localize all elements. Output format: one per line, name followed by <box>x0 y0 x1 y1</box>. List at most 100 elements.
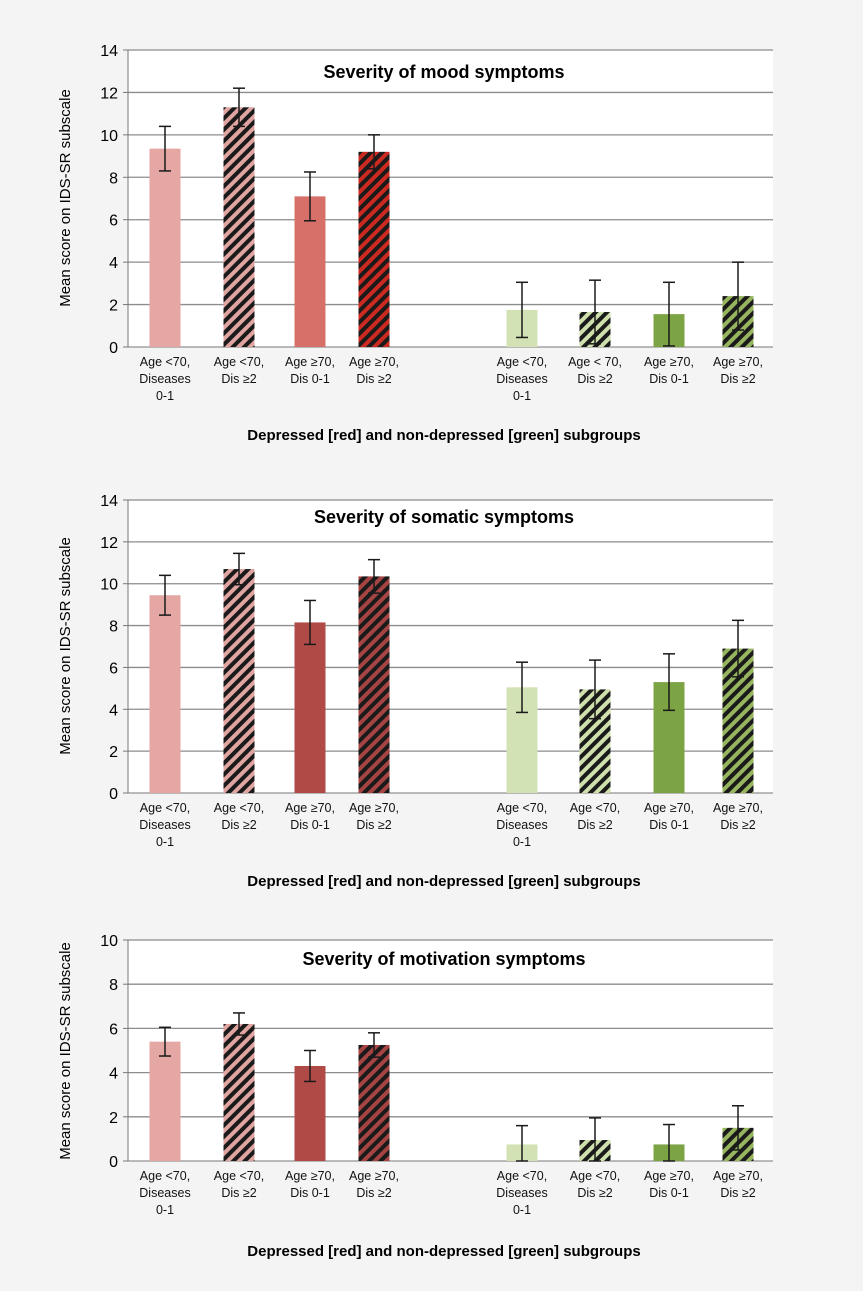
x-tick-label: Age <70, Diseases 0-1 <box>496 801 547 849</box>
y-tick-label: 4 <box>109 702 118 719</box>
x-tick-label-line: Dis 0-1 <box>649 1186 689 1200</box>
x-tick-label-line: Dis 0-1 <box>290 1186 330 1200</box>
x-tick-label-line: Diseases <box>496 372 547 386</box>
x-tick-label-line: Age ≥70, <box>713 801 763 815</box>
x-tick-label: Age <70, Diseases 0-1 <box>139 801 190 849</box>
x-tick-label-line: Dis ≥2 <box>356 372 391 386</box>
bar <box>294 622 326 793</box>
x-tick-label: Age ≥70, Dis ≥2 <box>349 801 399 832</box>
x-tick-label-line: Dis ≥2 <box>577 1186 612 1200</box>
x-tick-label-line: 0-1 <box>156 389 174 403</box>
bar <box>358 151 390 347</box>
bar <box>358 576 390 793</box>
y-tick-label: 6 <box>109 1021 118 1038</box>
x-tick-label-line: Age <70, <box>214 801 264 815</box>
y-tick-label: 8 <box>109 170 118 187</box>
y-tick-label: 0 <box>109 786 118 803</box>
y-tick-label: 2 <box>109 1110 118 1127</box>
x-tick-label-line: Age ≥70, <box>349 801 399 815</box>
x-tick-label: Age <70, Dis ≥2 <box>214 1169 264 1200</box>
x-tick-label-line: 0-1 <box>513 389 531 403</box>
x-tick-label-line: Age ≥70, <box>285 1169 335 1183</box>
x-tick-label-line: Age ≥70, <box>349 355 399 369</box>
x-tick-label-line: Age ≥70, <box>713 1169 763 1183</box>
bar <box>149 595 181 793</box>
x-tick-label-line: Age ≥70, <box>349 1169 399 1183</box>
chart-title: Severity of motivation symptoms <box>302 949 585 969</box>
x-tick-label-line: Age < 70, <box>568 355 622 369</box>
x-tick-label-line: Age <70, <box>214 1169 264 1183</box>
x-tick-label-line: Dis 0-1 <box>649 818 689 832</box>
x-tick-label-line: 0-1 <box>156 835 174 849</box>
chart-title: Severity of somatic symptoms <box>314 507 574 527</box>
x-tick-label-line: Dis ≥2 <box>577 372 612 386</box>
y-tick-label: 8 <box>109 977 118 994</box>
motivation-symptoms-chart: 0 2 4 6 8 10 Age <70, Diseases 0-1 Age <70, Dis ≥2… <box>57 933 773 1260</box>
y-tick-label: 4 <box>109 1066 118 1083</box>
y-tick-label: 6 <box>109 660 118 677</box>
bar <box>223 569 255 793</box>
y-tick-label: 10 <box>100 933 118 950</box>
x-tick-label-line: Diseases <box>496 818 547 832</box>
x-tick-label: Age ≥70, Dis 0-1 <box>644 801 694 832</box>
x-tick-label: Age ≥70, Dis ≥2 <box>713 1169 763 1200</box>
x-tick-label-line: Dis ≥2 <box>356 1186 391 1200</box>
x-tick-label: Age ≥70, Dis 0-1 <box>644 1169 694 1200</box>
x-axis-label: Depressed [red] and non-depressed [green… <box>247 1243 640 1260</box>
bar <box>223 107 255 348</box>
x-tick-label-line: Age <70, <box>570 1169 620 1183</box>
x-tick-label: Age ≥70, Dis ≥2 <box>713 801 763 832</box>
x-tick-label-line: Dis ≥2 <box>221 372 256 386</box>
mood-symptoms-chart: 0 2 4 6 8 10 12 14 Age <70, Diseases 0-1 Age <70, Di… <box>57 43 773 444</box>
x-tick-label-line: 0-1 <box>156 1203 174 1217</box>
x-tick-label: Age < 70, Dis ≥2 <box>568 355 622 386</box>
x-tick-label: Age <70, Dis ≥2 <box>214 801 264 832</box>
y-tick-label: 12 <box>100 535 118 552</box>
y-tick-label: 8 <box>109 619 118 636</box>
y-tick-label: 12 <box>100 85 118 102</box>
chart-title: Severity of mood symptoms <box>323 62 564 82</box>
y-tick-label: 14 <box>100 493 118 510</box>
bar <box>149 1041 181 1161</box>
y-tick-label: 2 <box>109 298 118 315</box>
x-tick-label-line: Age <70, <box>214 355 264 369</box>
x-tick-label-line: Age <70, <box>570 801 620 815</box>
x-tick-label: Age ≥70, Dis ≥2 <box>349 355 399 386</box>
x-tick-label-line: Age ≥70, <box>644 1169 694 1183</box>
x-tick-label-line: Dis ≥2 <box>221 818 256 832</box>
x-tick-label-line: Diseases <box>139 818 190 832</box>
bar <box>149 148 181 347</box>
x-tick-label: Age <70, Diseases 0-1 <box>496 1169 547 1217</box>
x-tick-label-line: Diseases <box>496 1186 547 1200</box>
y-tick-label: 6 <box>109 213 118 230</box>
x-tick-label: Age <70, Dis ≥2 <box>570 801 620 832</box>
x-tick-label: Age ≥70, Dis 0-1 <box>285 801 335 832</box>
x-tick-label: Age <70, Diseases 0-1 <box>139 355 190 403</box>
x-tick-label-line: Dis ≥2 <box>720 1186 755 1200</box>
x-tick-label-line: Age <70, <box>140 801 190 815</box>
x-tick-label-line: Age <70, <box>140 355 190 369</box>
x-tick-label-line: Age ≥70, <box>285 801 335 815</box>
y-tick-label: 10 <box>100 128 118 145</box>
x-axis-label: Depressed [red] and non-depressed [green… <box>247 427 640 444</box>
x-tick-label-line: Age ≥70, <box>644 355 694 369</box>
x-tick-label-line: 0-1 <box>513 835 531 849</box>
x-tick-label-line: Age <70, <box>497 801 547 815</box>
x-tick-label-line: Age <70, <box>497 1169 547 1183</box>
x-axis-label: Depressed [red] and non-depressed [green… <box>247 873 640 890</box>
x-tick-label-line: Dis ≥2 <box>577 818 612 832</box>
bar <box>358 1044 390 1161</box>
x-tick-label: Age ≥70, Dis 0-1 <box>285 1169 335 1200</box>
y-tick-label: 10 <box>100 577 118 594</box>
x-tick-label: Age <70, Dis ≥2 <box>214 355 264 386</box>
x-tick-label: Age ≥70, Dis 0-1 <box>285 355 335 386</box>
x-tick-label-line: Dis ≥2 <box>720 372 755 386</box>
y-tick-label: 0 <box>109 340 118 357</box>
y-tick-label: 0 <box>109 1154 118 1171</box>
x-tick-label-line: Age <70, <box>140 1169 190 1183</box>
x-tick-label: Age ≥70, Dis ≥2 <box>713 355 763 386</box>
bar <box>223 1023 255 1161</box>
x-tick-label: Age <70, Diseases 0-1 <box>139 1169 190 1217</box>
somatic-symptoms-chart: 0 2 4 6 8 10 12 14 Age <70, Diseases 0-1 Age <70, Di… <box>57 493 773 890</box>
